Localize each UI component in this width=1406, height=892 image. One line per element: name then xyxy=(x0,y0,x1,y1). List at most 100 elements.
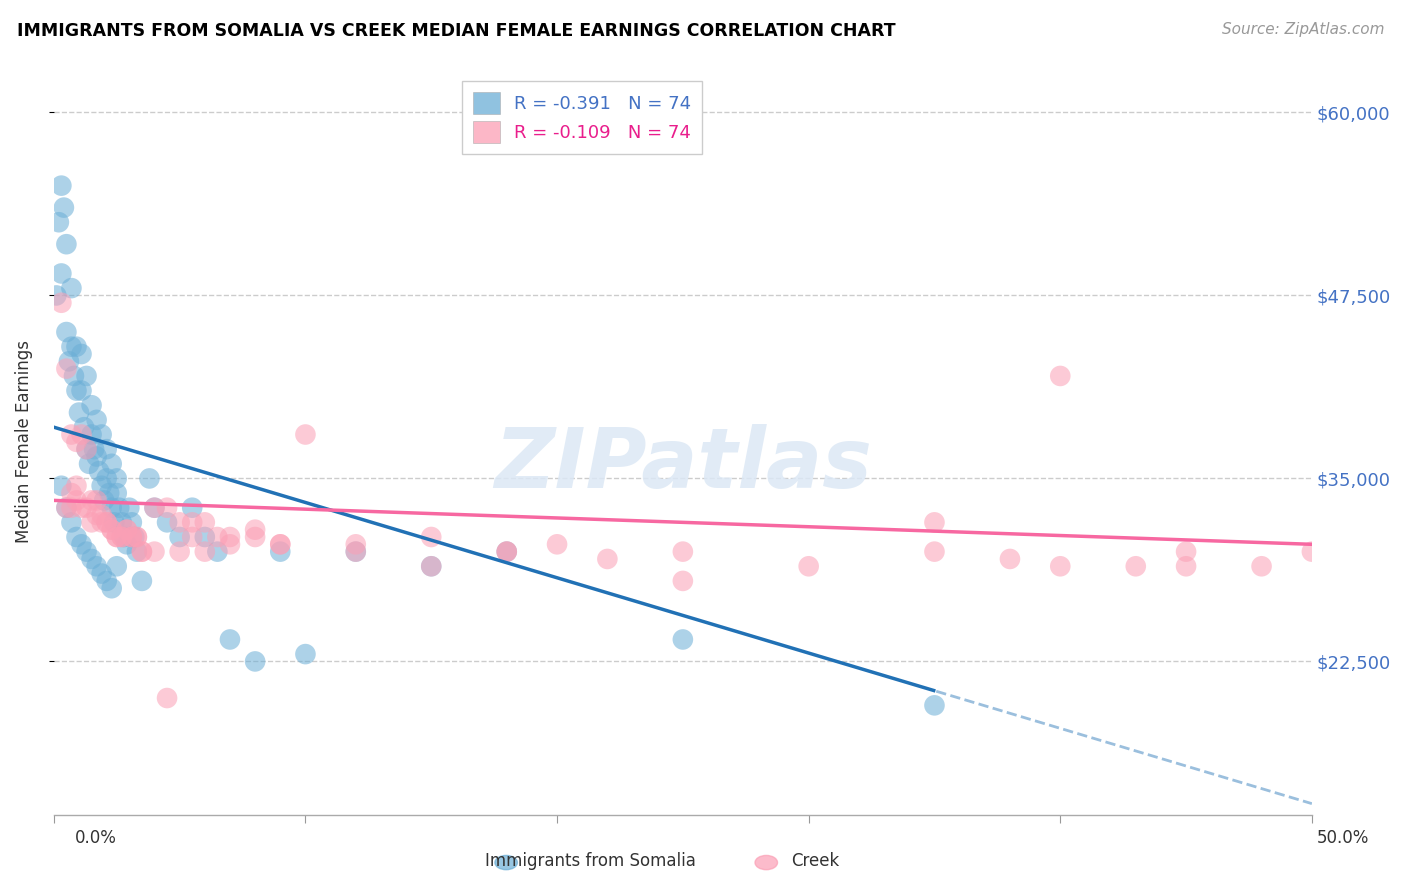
Immigrants from Somalia xyxy=(70,384,93,398)
Creek xyxy=(143,500,166,515)
Immigrants from Somalia xyxy=(89,464,111,478)
Creek xyxy=(156,691,179,706)
Immigrants from Somalia xyxy=(90,479,112,493)
Creek xyxy=(1125,559,1147,574)
Immigrants from Somalia xyxy=(138,471,160,485)
Immigrants from Somalia xyxy=(124,530,146,544)
Creek xyxy=(1175,544,1198,558)
Immigrants from Somalia xyxy=(52,201,75,215)
Immigrants from Somalia xyxy=(96,442,118,457)
Creek xyxy=(80,493,103,508)
Creek xyxy=(65,493,87,508)
Immigrants from Somalia xyxy=(194,530,217,544)
Creek xyxy=(70,500,93,515)
Creek xyxy=(111,530,134,544)
Y-axis label: Median Female Earnings: Median Female Earnings xyxy=(15,341,32,543)
Creek xyxy=(125,530,148,544)
Creek xyxy=(76,442,98,457)
Immigrants from Somalia xyxy=(93,493,115,508)
Immigrants from Somalia xyxy=(77,457,100,471)
Immigrants from Somalia xyxy=(100,500,122,515)
Immigrants from Somalia xyxy=(495,544,517,558)
Immigrants from Somalia xyxy=(51,479,73,493)
Creek xyxy=(76,500,98,515)
Creek xyxy=(121,530,143,544)
Immigrants from Somalia xyxy=(294,647,316,661)
Immigrants from Somalia xyxy=(111,516,134,530)
Creek xyxy=(55,500,77,515)
Creek xyxy=(546,537,568,551)
Text: IMMIGRANTS FROM SOMALIA VS CREEK MEDIAN FEMALE EARNINGS CORRELATION CHART: IMMIGRANTS FROM SOMALIA VS CREEK MEDIAN … xyxy=(17,22,896,40)
Creek xyxy=(115,523,138,537)
Creek xyxy=(998,552,1021,566)
Creek xyxy=(420,530,443,544)
Immigrants from Somalia xyxy=(121,516,143,530)
Text: 50.0%: 50.0% xyxy=(1316,829,1369,847)
Immigrants from Somalia xyxy=(65,384,87,398)
Creek xyxy=(495,544,517,558)
Creek xyxy=(60,500,83,515)
Immigrants from Somalia xyxy=(58,354,80,368)
Creek xyxy=(169,516,191,530)
Text: Immigrants from Somalia: Immigrants from Somalia xyxy=(485,852,696,870)
Immigrants from Somalia xyxy=(60,281,83,295)
Immigrants from Somalia xyxy=(86,450,108,464)
Creek xyxy=(86,493,108,508)
Creek xyxy=(70,427,93,442)
Immigrants from Somalia xyxy=(55,500,77,515)
Immigrants from Somalia xyxy=(100,457,122,471)
Creek xyxy=(65,434,87,449)
Immigrants from Somalia xyxy=(207,544,229,558)
Immigrants from Somalia xyxy=(181,500,204,515)
Creek xyxy=(51,295,73,310)
Immigrants from Somalia xyxy=(80,427,103,442)
Immigrants from Somalia xyxy=(98,486,121,500)
Creek xyxy=(596,552,619,566)
Immigrants from Somalia xyxy=(80,552,103,566)
Immigrants from Somalia xyxy=(269,544,291,558)
Immigrants from Somalia xyxy=(65,530,87,544)
Immigrants from Somalia xyxy=(112,530,135,544)
Immigrants from Somalia xyxy=(672,632,695,647)
Immigrants from Somalia xyxy=(60,340,83,354)
Creek xyxy=(1049,559,1071,574)
Immigrants from Somalia xyxy=(169,530,191,544)
Immigrants from Somalia xyxy=(90,566,112,581)
Immigrants from Somalia xyxy=(86,559,108,574)
Creek xyxy=(672,544,695,558)
Immigrants from Somalia xyxy=(65,340,87,354)
Creek xyxy=(672,574,695,588)
Immigrants from Somalia xyxy=(51,267,73,281)
Immigrants from Somalia xyxy=(51,178,73,193)
Immigrants from Somalia xyxy=(76,368,98,383)
Creek xyxy=(55,361,77,376)
Creek xyxy=(131,544,153,558)
Immigrants from Somalia xyxy=(60,516,83,530)
Creek xyxy=(294,427,316,442)
Immigrants from Somalia xyxy=(924,698,946,713)
Creek xyxy=(1175,559,1198,574)
Immigrants from Somalia xyxy=(420,559,443,574)
Creek xyxy=(181,530,204,544)
Immigrants from Somalia xyxy=(96,471,118,485)
Immigrants from Somalia xyxy=(156,516,179,530)
Immigrants from Somalia xyxy=(70,347,93,361)
Immigrants from Somalia xyxy=(86,413,108,427)
Immigrants from Somalia xyxy=(55,237,77,252)
Legend: R = -0.391   N = 74, R = -0.109   N = 74: R = -0.391 N = 74, R = -0.109 N = 74 xyxy=(463,81,703,154)
Creek xyxy=(115,523,138,537)
Creek xyxy=(194,544,217,558)
Creek xyxy=(420,559,443,574)
Immigrants from Somalia xyxy=(243,655,266,669)
Immigrants from Somalia xyxy=(73,420,96,434)
Creek xyxy=(121,530,143,544)
Text: 0.0%: 0.0% xyxy=(75,829,117,847)
Creek xyxy=(125,530,148,544)
Creek xyxy=(105,530,128,544)
Creek xyxy=(100,523,122,537)
Creek xyxy=(60,427,83,442)
Immigrants from Somalia xyxy=(90,427,112,442)
Creek xyxy=(96,516,118,530)
Immigrants from Somalia xyxy=(125,544,148,558)
Creek xyxy=(207,530,229,544)
